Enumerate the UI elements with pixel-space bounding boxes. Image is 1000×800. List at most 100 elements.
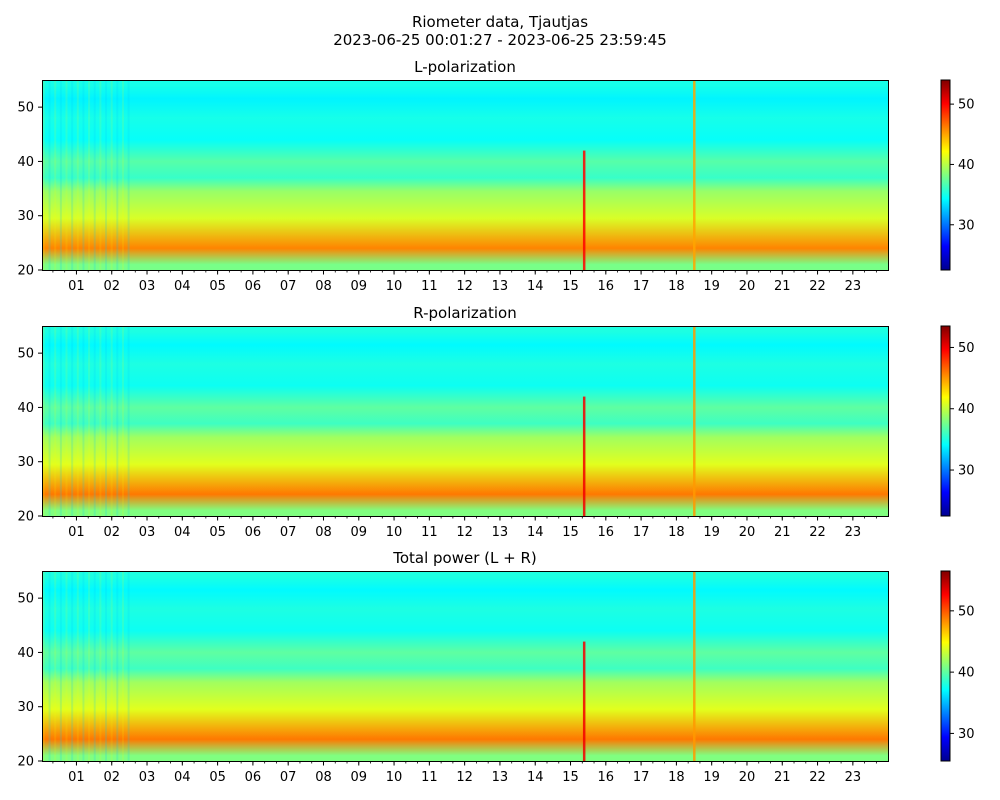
heatmap-feature — [582, 396, 586, 516]
heatmap-streak — [127, 326, 130, 516]
panel-title: R-polarization — [413, 304, 516, 322]
heatmap-streak — [93, 80, 96, 270]
x-tick-label: 13 — [492, 279, 509, 294]
heatmap-streak — [82, 326, 85, 516]
colorbar — [940, 79, 951, 271]
heatmap-streak — [105, 80, 108, 270]
panel-1: L-polarization 20 30 40 50 01 02 03 04 05 06 07 08 09… — [17, 58, 974, 294]
x-tick-label: 05 — [209, 770, 226, 785]
x-tick-label: 12 — [456, 525, 473, 540]
x-tick-label: 08 — [315, 770, 332, 785]
x-tick-label: 21 — [774, 279, 791, 294]
heatmap-streak — [82, 571, 85, 761]
x-tick-label: 09 — [351, 525, 368, 540]
heatmap-streak — [121, 326, 124, 516]
x-tick-label: 15 — [562, 279, 579, 294]
heatmap-feature — [693, 326, 696, 516]
heatmap-streak — [42, 326, 45, 516]
figure-title: Riometer data, Tjautjas — [411, 13, 589, 31]
x-tick-label: 02 — [103, 279, 120, 294]
x-tick-label: 22 — [809, 525, 826, 540]
heatmap-streak — [99, 80, 102, 270]
heatmap-streak — [99, 571, 102, 761]
heatmap-streak — [76, 80, 79, 270]
heatmap-streak — [88, 326, 91, 516]
x-tick-label: 16 — [598, 525, 615, 540]
y-tick-label: 50 — [17, 592, 34, 607]
heatmap-streak — [76, 571, 79, 761]
x-tick-label: 04 — [174, 279, 191, 294]
x-tick-label: 18 — [668, 279, 685, 294]
x-tick-label: 22 — [809, 770, 826, 785]
x-tick-label: 06 — [245, 279, 262, 294]
y-tick-label: 20 — [17, 755, 34, 770]
x-tick-label: 18 — [668, 525, 685, 540]
x-tick-label: 04 — [174, 525, 191, 540]
x-tick-label: 16 — [598, 770, 615, 785]
heatmap-feature — [582, 150, 586, 270]
heatmap-streak — [54, 80, 57, 270]
x-tick-label: 20 — [739, 525, 756, 540]
x-tick-label: 02 — [103, 770, 120, 785]
y-tick-label: 40 — [17, 646, 34, 661]
x-tick-label: 07 — [280, 279, 297, 294]
heatmap-streak — [42, 571, 45, 761]
x-tick-label: 06 — [245, 770, 262, 785]
x-tick-label: 11 — [421, 525, 438, 540]
heatmap-streak — [121, 80, 124, 270]
heatmap-body — [42, 80, 888, 270]
x-tick-label: 14 — [527, 770, 544, 785]
x-tick-label: 13 — [492, 770, 509, 785]
heatmap-streak — [105, 326, 108, 516]
colorbar-tick-label: 40 — [958, 158, 975, 173]
x-tick-label: 22 — [809, 279, 826, 294]
x-tick-label: 23 — [845, 525, 862, 540]
axes-frame — [42, 80, 889, 271]
y-tick-label: 20 — [17, 264, 34, 279]
heatmap-streak — [105, 571, 108, 761]
heatmap-streak — [93, 326, 96, 516]
heatmap-streak — [110, 571, 113, 761]
x-tick-label: 21 — [774, 770, 791, 785]
heatmap-feature — [693, 571, 696, 761]
heatmap-streak — [48, 571, 51, 761]
heatmap-streak — [110, 80, 113, 270]
y-tick-label: 50 — [17, 101, 34, 116]
x-tick-label: 15 — [562, 770, 579, 785]
heatmap-streak — [127, 80, 130, 270]
heatmap-streak — [110, 326, 113, 516]
heatmap-streak — [65, 571, 68, 761]
axes-frame — [42, 571, 889, 762]
heatmap-streak — [59, 571, 62, 761]
heatmap-streak — [48, 326, 51, 516]
heatmap-streak — [65, 80, 68, 270]
x-tick-label: 14 — [527, 279, 544, 294]
colorbar-tick-label: 30 — [958, 464, 975, 479]
x-tick-label: 17 — [633, 525, 650, 540]
x-tick-label: 01 — [68, 770, 85, 785]
y-tick-label: 30 — [17, 700, 34, 715]
heatmap-streak — [99, 326, 102, 516]
heatmap-body — [42, 571, 888, 761]
heatmap-streak — [93, 571, 96, 761]
x-tick-label: 01 — [68, 525, 85, 540]
heatmap-streak — [116, 80, 119, 270]
x-tick-label: 04 — [174, 770, 191, 785]
x-tick-label: 19 — [703, 279, 720, 294]
heatmap-streak — [59, 326, 62, 516]
y-tick-label: 40 — [17, 401, 34, 416]
x-tick-label: 13 — [492, 525, 509, 540]
x-tick-label: 06 — [245, 525, 262, 540]
heatmap-body — [42, 326, 888, 516]
x-tick-label: 10 — [386, 525, 403, 540]
x-tick-label: 12 — [456, 279, 473, 294]
x-tick-label: 03 — [139, 279, 156, 294]
heatmap-streak — [116, 571, 119, 761]
x-tick-label: 05 — [209, 279, 226, 294]
panel-3: Total power (L + R) 20 30 40 50 01 02 03 04 05 06 0… — [17, 549, 974, 785]
heatmap-streak — [59, 80, 62, 270]
panel-2: R-polarization 20 30 40 50 01 02 03 04 05 06 07 08 09… — [17, 304, 974, 540]
x-tick-label: 20 — [739, 279, 756, 294]
colorbar-tick-label: 30 — [958, 218, 975, 233]
